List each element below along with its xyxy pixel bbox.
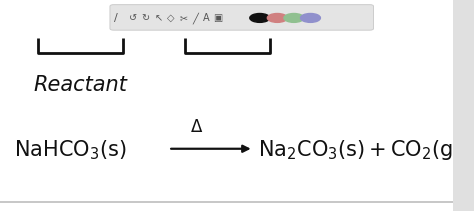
Text: ↺: ↺ — [128, 13, 137, 23]
Text: Reactant: Reactant — [33, 76, 127, 95]
Bar — [453, 0, 474, 211]
Circle shape — [267, 14, 287, 22]
Text: $\mathregular{NaHCO_3(s)}$: $\mathregular{NaHCO_3(s)}$ — [14, 138, 127, 162]
Bar — [0, 201, 474, 203]
Text: ◇: ◇ — [167, 13, 175, 23]
Circle shape — [301, 14, 320, 22]
Text: $\mathregular{Na_2CO_3(s) + CO_2(g)+H_2O(l)}$: $\mathregular{Na_2CO_3(s) + CO_2(g)+H_2O… — [258, 138, 474, 162]
FancyBboxPatch shape — [110, 5, 374, 30]
Text: /: / — [114, 13, 118, 23]
Text: $\Delta$: $\Delta$ — [190, 118, 203, 136]
Text: ↻: ↻ — [141, 13, 150, 23]
Text: ↖: ↖ — [154, 13, 163, 23]
Circle shape — [250, 14, 270, 22]
Text: ╱: ╱ — [192, 12, 198, 24]
Text: A: A — [203, 13, 210, 23]
Text: ✂: ✂ — [180, 13, 188, 23]
Text: ▣: ▣ — [213, 13, 223, 23]
Circle shape — [284, 14, 304, 22]
